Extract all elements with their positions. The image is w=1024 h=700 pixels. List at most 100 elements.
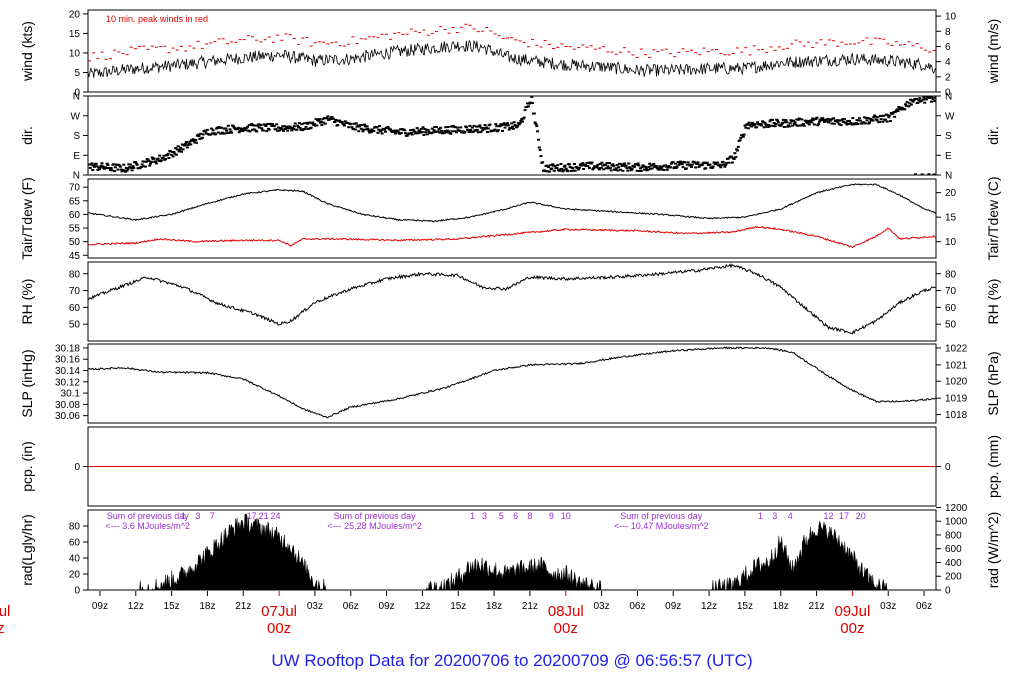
day-label-hour: 00z <box>554 620 578 637</box>
dir-point <box>934 96 936 98</box>
dir-point <box>789 119 793 122</box>
dir-point <box>355 125 359 128</box>
dir-point <box>727 161 731 164</box>
dir-point <box>695 162 699 165</box>
dir-point <box>521 120 525 123</box>
ytick-label-rad: 0 <box>74 586 80 597</box>
day-label-date: 09Jul <box>834 603 870 620</box>
dir-point <box>776 119 780 122</box>
dir-point <box>191 138 195 141</box>
ylabel-slp: SLP (inHg) <box>19 349 35 417</box>
dir-point <box>293 122 297 125</box>
dir-point <box>463 131 467 134</box>
dir-point <box>572 169 576 172</box>
panel-frame-rad <box>87 509 937 591</box>
dir-point <box>270 125 274 127</box>
dir-point <box>860 122 864 125</box>
dir-point <box>821 117 825 120</box>
dir-point <box>226 124 230 127</box>
dir-point <box>832 122 836 125</box>
dir-point <box>307 121 311 124</box>
dir-point <box>733 152 737 155</box>
dir-point <box>933 100 936 102</box>
dir-point <box>309 126 313 129</box>
dir-point <box>332 117 336 120</box>
dir-point <box>753 123 757 126</box>
dir-point <box>577 166 581 169</box>
dir-point <box>369 131 373 134</box>
dir-point <box>109 167 113 169</box>
dir-point <box>398 132 402 135</box>
dir-point <box>119 168 123 171</box>
ytick-label-dir: W <box>71 111 81 122</box>
dir-point <box>232 126 236 129</box>
dir-point <box>433 126 437 128</box>
dir-point <box>613 168 617 171</box>
dir-point <box>811 117 815 120</box>
dir-point <box>479 131 483 134</box>
dir-point <box>646 168 650 171</box>
dir-point <box>284 125 288 128</box>
dir-point <box>746 123 749 126</box>
dir-point <box>449 132 453 135</box>
dir-point <box>773 125 777 128</box>
ytick-label-wind: 0 <box>74 88 80 99</box>
ytick-right-label-rad: 1200 <box>945 503 968 514</box>
dir-point <box>229 130 233 133</box>
dir-point <box>216 131 220 134</box>
dir-point <box>533 121 537 124</box>
dir-point <box>657 168 661 171</box>
dir-point <box>171 155 175 158</box>
day-label-date: 08Jul <box>548 603 584 620</box>
dir-point <box>857 119 861 122</box>
dir-point <box>776 121 780 124</box>
day-label-hour: 00z <box>0 620 5 637</box>
dir-point <box>930 96 934 99</box>
dir-point <box>622 164 626 167</box>
dir-point <box>921 98 925 101</box>
dir-point <box>858 117 861 120</box>
dir-point <box>555 167 559 169</box>
dir-point <box>496 130 499 133</box>
dir-point <box>307 127 310 130</box>
dir-point <box>225 131 229 134</box>
dir-point <box>640 166 644 169</box>
dir-point <box>585 161 589 164</box>
dir-point <box>161 156 165 159</box>
ytick-right-label-wind: 2 <box>945 72 951 83</box>
dir-point <box>403 129 407 132</box>
dir-point <box>419 131 423 134</box>
dir-point <box>271 123 275 126</box>
ytick-right-label-rad: 800 <box>945 530 962 541</box>
dir-point <box>595 165 599 168</box>
ytick-label-slp: 30.12 <box>55 377 80 388</box>
dir-point <box>104 167 108 169</box>
dir-point <box>125 169 129 172</box>
dir-point <box>129 163 132 166</box>
radiation-day-sum-title: Sum of previous day <box>334 511 417 521</box>
dir-point <box>759 123 763 126</box>
radiation-hour-mark: 7 <box>210 511 215 521</box>
dir-point <box>302 122 306 125</box>
dir-point <box>461 130 465 133</box>
dir-point <box>781 118 785 121</box>
dir-point <box>261 129 265 132</box>
dir-point <box>285 127 289 130</box>
dir-point <box>812 118 815 121</box>
dir-point <box>185 146 189 149</box>
dir-point <box>900 106 904 109</box>
dir-point <box>118 165 122 168</box>
dir-point <box>389 129 393 132</box>
dir-point <box>501 130 504 132</box>
dir-point <box>628 167 632 170</box>
dir-point <box>526 105 530 108</box>
dir-point <box>639 169 643 172</box>
dir-point <box>806 122 810 125</box>
ytick-right-label-wind: 6 <box>945 42 951 53</box>
dir-point <box>437 128 441 131</box>
dir-point <box>894 109 898 112</box>
ytick-right-label-rad: 600 <box>945 544 962 555</box>
dir-point <box>552 164 555 167</box>
dir-point <box>299 128 303 131</box>
dir-point <box>99 164 103 167</box>
